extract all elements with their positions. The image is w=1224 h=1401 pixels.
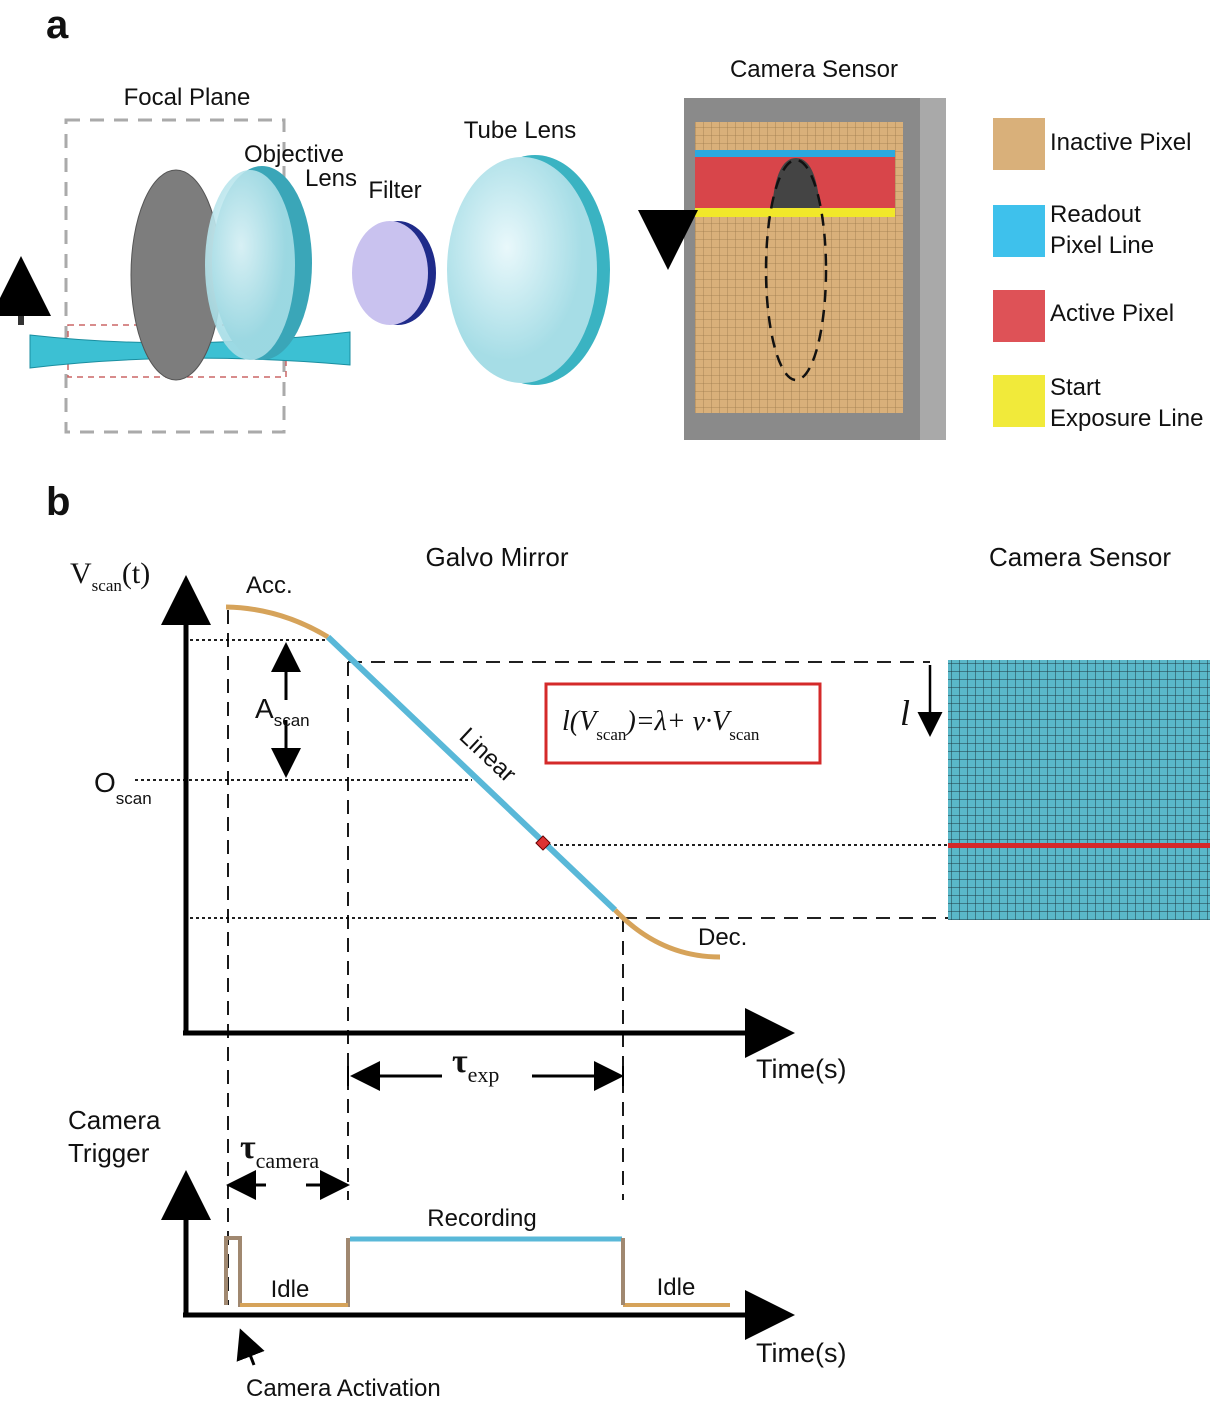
legend-swatch [993,205,1045,257]
sensor-grid [948,660,1210,920]
legend-swatch [993,118,1045,170]
legend-label: Exposure Line [1050,405,1203,432]
tube-lens [447,157,597,383]
figure: a Focal Plane Objective Lens Filter Tube… [0,0,1224,1401]
tau-exp-label: τexp [452,1043,499,1087]
legend-swatch [993,375,1045,427]
legend-label: Readout [1050,201,1141,228]
legend-label: Active Pixel [1050,300,1174,327]
objective-label: Lens [305,165,357,192]
focal-plane-label: Focal Plane [124,84,251,111]
x-axis-label: Time(s) [756,1054,846,1084]
acc-curve [226,607,328,637]
panel-label: a [46,3,69,47]
trigger-label: Camera [68,1105,161,1135]
amplitude-label: Ascan [255,693,310,730]
line-symbol: l [900,693,910,733]
panel-b: b Galvo Mirror Camera Sensor Vscan(t) Ac… [46,480,1210,1401]
objective-lens [205,170,295,360]
sensor-title: Camera Sensor [730,56,898,83]
tube-lens-label: Tube Lens [464,117,577,144]
offset-label: Oscan [94,767,152,808]
trigger-label: Trigger [68,1138,150,1168]
activation-label: Camera Activation [246,1375,441,1401]
formula: l(Vscan)=λ+ v·Vscan [562,706,760,744]
legend-swatch [993,290,1045,342]
linear-label: Linear [454,723,521,788]
exposure-line [695,208,895,217]
idle-label: Idle [271,1276,310,1303]
x-axis-label: Time(s) [756,1338,846,1368]
readout-line [695,150,895,157]
objective-label: Objective [244,141,344,168]
legend-label: Start [1050,374,1101,401]
acc-label: Acc. [246,572,293,599]
y-axis-label: Vscan(t) [70,557,150,595]
linear-curve [328,637,615,910]
active-line [948,843,1210,848]
panel-a: a Focal Plane Objective Lens Filter Tube… [21,3,1203,440]
sensor-title: Camera Sensor [989,542,1171,572]
recording-label: Recording [427,1205,536,1232]
activation-arrow [242,1334,254,1365]
tau-camera-label: τcamera [240,1129,319,1173]
sensor-side [920,98,946,440]
dec-label: Dec. [698,924,747,951]
legend-label: Pixel Line [1050,232,1154,259]
filter [352,221,428,325]
filter-label: Filter [368,177,421,204]
panel-label: b [46,480,70,524]
legend-label: Inactive Pixel [1050,129,1191,156]
idle-label: Idle [657,1274,696,1301]
galvo-title: Galvo Mirror [425,542,568,572]
